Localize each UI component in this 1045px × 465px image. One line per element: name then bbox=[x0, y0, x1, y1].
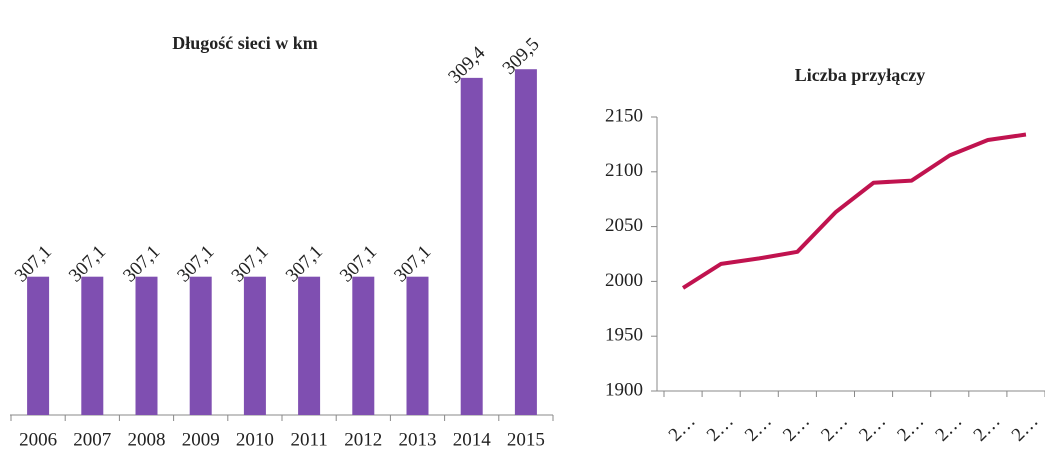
x-tick-label: 2… bbox=[779, 411, 814, 446]
x-tick-label: 2008 bbox=[128, 429, 166, 450]
x-tick-label: 2… bbox=[931, 411, 966, 446]
bar bbox=[81, 276, 104, 415]
y-tick-label: 2150 bbox=[605, 105, 643, 126]
x-tick-label: 2… bbox=[703, 411, 738, 446]
x-tick-label: 2009 bbox=[182, 429, 220, 450]
x-tick-label: 2… bbox=[970, 411, 1005, 446]
x-tick-label: 2… bbox=[665, 411, 700, 446]
bar bbox=[27, 276, 50, 415]
x-tick-label: 2… bbox=[741, 411, 776, 446]
bar bbox=[406, 276, 429, 415]
chart-title: Długość sieci w km bbox=[172, 33, 318, 53]
bar bbox=[352, 276, 375, 415]
chart-title: Liczba przyłączy bbox=[795, 65, 925, 85]
x-tick-label: 2… bbox=[893, 411, 928, 446]
y-tick-label: 2100 bbox=[605, 160, 643, 181]
bar bbox=[298, 276, 321, 415]
x-tick-label: 2011 bbox=[290, 429, 327, 450]
x-tick-label: 2007 bbox=[73, 429, 111, 450]
x-tick-label: 2012 bbox=[344, 429, 382, 450]
x-tick-label: 2… bbox=[855, 411, 890, 446]
x-tick-label: 2013 bbox=[399, 429, 437, 450]
x-tick-label: 2… bbox=[1008, 411, 1043, 446]
bar bbox=[135, 276, 158, 415]
y-tick-label: 1950 bbox=[605, 325, 643, 346]
x-tick-label: 2… bbox=[817, 411, 852, 446]
x-tick-label: 2010 bbox=[236, 429, 274, 450]
y-tick-label: 2050 bbox=[605, 215, 643, 236]
bar bbox=[514, 69, 537, 415]
bar bbox=[243, 276, 266, 415]
x-tick-label: 2015 bbox=[507, 429, 545, 450]
y-tick-label: 1900 bbox=[605, 379, 643, 400]
bar bbox=[189, 276, 212, 415]
bar bbox=[460, 77, 483, 415]
x-tick-label: 2006 bbox=[19, 429, 57, 450]
line-series bbox=[681, 132, 1027, 290]
y-tick-label: 2000 bbox=[605, 270, 643, 291]
x-tick-label: 2014 bbox=[453, 429, 492, 450]
